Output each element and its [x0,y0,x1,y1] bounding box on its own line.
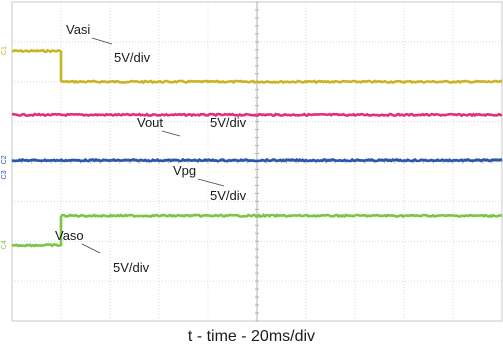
trace-vaso [11,213,503,248]
trace-name-vout: Vout [137,115,163,130]
label-leader [197,178,225,187]
trace-name-vpg: Vpg [173,163,196,178]
traces [11,48,503,248]
channel-marker: C2 [1,155,8,164]
trace-vpg [11,157,503,163]
label-leader [91,37,113,45]
scale-label-vout: 5V/div [210,115,247,130]
channel-markers: C1 C2 C4 C3 [1,46,8,249]
channel-marker: C1 [1,46,8,55]
channel-marker: C4 [1,240,8,249]
label-leader [161,130,181,137]
trace-vasi [11,48,503,85]
scale-label-vasi: 5V/div [114,50,151,65]
trace-name-vaso: Vaso [55,228,84,243]
scale-label-vaso: 5V/div [113,260,150,275]
trace-name-vasi: Vasi [66,22,90,37]
trace-labels: Vasi 5V/div Vout 5V/div Vpg 5V/div Vaso 5V/div [55,22,247,275]
scale-label-vpg: 5V/div [210,188,247,203]
x-axis-label: t - time - 20ms/div [187,328,316,345]
channel-marker: C3 [1,170,8,179]
label-leader [81,243,101,254]
trace-vout [12,112,503,118]
